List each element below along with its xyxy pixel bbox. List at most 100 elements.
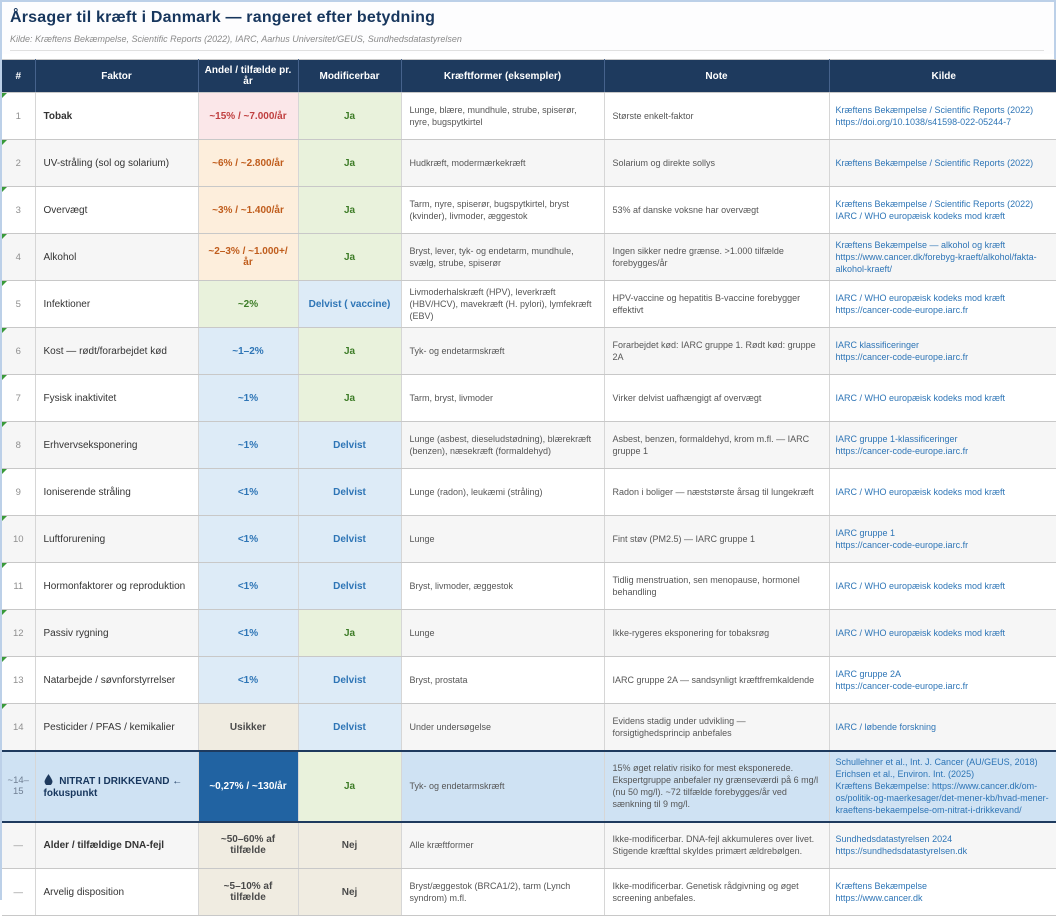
source-link[interactable]: IARC / WHO europæisk kodeks mod kræft [835,293,1006,304]
note-cell: HPV-vaccine og hepatitis B-vaccine foreb… [604,280,830,329]
share-label: ~0,27% / ~130/år [209,780,287,792]
source-cell: Sundhedsdatastyrelsen 2024 https://sundhe… [829,821,1056,870]
modifiable-label: Delvist [333,533,366,545]
comment-marker-icon [2,375,7,381]
rank-label: ~14–15 [7,775,29,798]
share-label: <1% [237,627,259,639]
modifiable-cell: Ja [298,139,402,187]
source-link[interactable]: IARC gruppe 1 [835,528,896,539]
source-link[interactable]: Kræftens Bekæmpelse: https://www.cancer.… [835,781,1049,816]
source-link[interactable]: IARC / WHO europæisk kodeks mod kræft [835,581,1006,592]
factor-cell: Luftforurening [35,515,199,564]
rank-label: 12 [12,627,24,639]
source-link[interactable]: IARC / løbende forskning [835,722,937,733]
source-link[interactable]: IARC / WHO europæisk kodeks mod kræft [835,393,1006,404]
note-label: Ikke-modificerbar. DNA-fejl akkumuleres … [612,834,815,857]
table-header-row: # Faktor Andel / tilfælde pr. år Modific… [2,59,1056,93]
cancer-types-label: Lunge (asbest, dieseludstødning), blærek… [409,434,592,457]
source-link[interactable]: Erichsen et al., Environ. Int. (2025) [835,769,975,780]
modifiable-label: Delvist [333,486,366,498]
comment-marker-icon [2,93,7,98]
share-label: ~1% [237,439,259,451]
rank-label: 13 [12,674,24,686]
rank-cell: 11 [2,562,36,611]
note-cell: 15% øget relativ risiko for mest ekspone… [604,749,830,823]
table-row: 7 Fysisk inaktivitet ~1% Ja Tarm, bryst,… [2,374,1056,423]
modifiable-label: Nej [341,839,358,851]
source-link[interactable]: https://cancer-code-europe.iarc.fr [835,352,969,363]
cancer-types-cell: Tarm, bryst, livmoder [401,374,605,423]
cancer-types-label: Tarm, nyre, spiserør, bugspytkirtel, bry… [409,198,570,221]
modifiable-label: Delvist ( vaccine) [308,298,391,310]
cancer-types-cell: Lunge (radon), leukæmi (stråling) [401,468,605,517]
cancer-types-label: Tyk- og endetarmskræft [409,781,505,792]
cancer-types-cell: Lunge (asbest, dieseludstødning), blærek… [401,421,605,470]
share-cell: ~1% [198,421,299,470]
source-link[interactable]: Sundhedsdatastyrelsen 2024 [835,834,953,845]
source-link[interactable]: https://www.cancer.dk [835,893,923,904]
source-link[interactable]: Kræftens Bekæmpelse [835,880,928,891]
comment-marker-icon [2,469,7,475]
source-link[interactable]: IARC / WHO europæisk kodeks mod kræft [835,628,1006,639]
note-cell: Asbest, benzen, formaldehyd, krom m.fl. … [604,421,830,470]
source-link[interactable]: https://sundhedsdatastyrelsen.dk [835,846,968,857]
comment-marker-icon [2,140,7,145]
source-link[interactable]: Kræftens Bekæmpelse / Scientific Reports… [835,104,1034,115]
source-link[interactable]: https://doi.org/10.1038/s41598-022-05244… [835,117,1012,127]
source-link[interactable]: Kræftens Bekæmpelse / Scientific Reports… [835,157,1034,168]
cancer-types-label: Alle kræftformer [409,840,474,851]
page-title: Årsager til kræft i Danmark — rangeret e… [10,9,436,26]
source-link[interactable]: Kræftens Bekæmpelse / Scientific Reports… [835,198,1034,209]
cancer-types-cell: Tarm, nyre, spiserør, bugspytkirtel, bry… [401,186,605,234]
modifiable-cell: Delvist [298,562,402,611]
table-row: — Alder / tilfældige DNA-fejl ~50–60% af… [2,821,1056,870]
cancer-types-label: Tarm, bryst, livmoder [409,393,494,404]
modifiable-label: Ja [343,110,356,122]
source-link[interactable]: IARC / WHO europæisk kodeks mod kræft [835,211,1006,221]
source-link[interactable]: https://cancer-code-europe.iarc.fr [835,681,969,692]
factor-label: Passiv rygning [43,627,109,639]
rank-label: 6 [15,345,21,357]
rank-cell: 9 [2,468,36,517]
note-label: Radon i boliger — næststørste årsag til … [612,487,814,498]
note-label: HPV-vaccine og hepatitis B-vaccine foreb… [612,293,801,316]
source-link[interactable]: IARC / WHO europæisk kodeks mod kræft [835,487,1006,498]
note-label: 53% af danske voksne har overvægt [612,204,759,215]
source-link[interactable]: IARC gruppe 2A [835,669,902,680]
note-cell: Største enkelt-faktor [604,92,830,140]
factor-label: Pesticider / PFAS / kemikalier [43,721,175,733]
source-link[interactable]: IARC klassificeringer [835,340,920,351]
note-label: Forarbejdet kød: IARC gruppe 1. Rødt kød… [612,340,816,363]
cancer-types-label: Bryst, prostata [409,675,468,686]
source-link[interactable]: IARC gruppe 1-klassificeringer [835,434,958,445]
factor-label: Arvelig disposition [43,886,125,898]
modifiable-label: Ja [343,157,356,169]
modifiable-cell: Delvist [298,515,402,564]
modifiable-label: Ja [343,251,356,263]
source-link[interactable]: https://www.cancer.dk/forebyg-kraeft/alk… [835,251,1037,275]
rank-cell: — [2,821,36,870]
cancer-types-cell: Bryst, prostata [401,656,605,705]
source-link[interactable]: https://cancer-code-europe.iarc.fr [835,446,969,457]
source-link[interactable]: Schullehner et al., Int. J. Cancer (AU/G… [835,756,1038,767]
modifiable-cell: Ja [298,374,402,423]
factor-label: Fysisk inaktivitet [43,392,117,404]
modifiable-cell: Ja [298,92,402,140]
factor-label: Erhvervseksponering [43,439,138,451]
column-header-cancer-types: Kræftformer (eksempler) [401,59,605,93]
note-cell: Ingen sikker nedre grænse. >1.000 tilfæl… [604,233,830,281]
share-cell: ~2% [198,280,299,329]
source-cell: IARC / WHO europæisk kodeks mod kræft htt… [829,280,1056,329]
rank-cell: — [2,868,36,916]
factor-label: UV-stråling (sol og solarium) [43,157,170,169]
cancer-types-cell: Alle kræftformer [401,821,605,870]
cancer-types-cell: Lunge, blære, mundhule, strube, spiserør… [401,92,605,140]
cancer-types-label: Livmoderhalskræft (HPV), leverkræft (HBV… [409,287,592,322]
source-link[interactable]: Kræftens Bekæmpelse — alkohol og kræft [835,239,1006,250]
source-link[interactable]: https://cancer-code-europe.iarc.fr [835,305,969,316]
cancer-types-label: Under undersøgelse [409,722,492,733]
source-link[interactable]: https://cancer-code-europe.iarc.fr [835,540,969,551]
share-label: ~2–3% / ~1.000+/år [208,246,288,268]
modifiable-label: Delvist [333,580,366,592]
